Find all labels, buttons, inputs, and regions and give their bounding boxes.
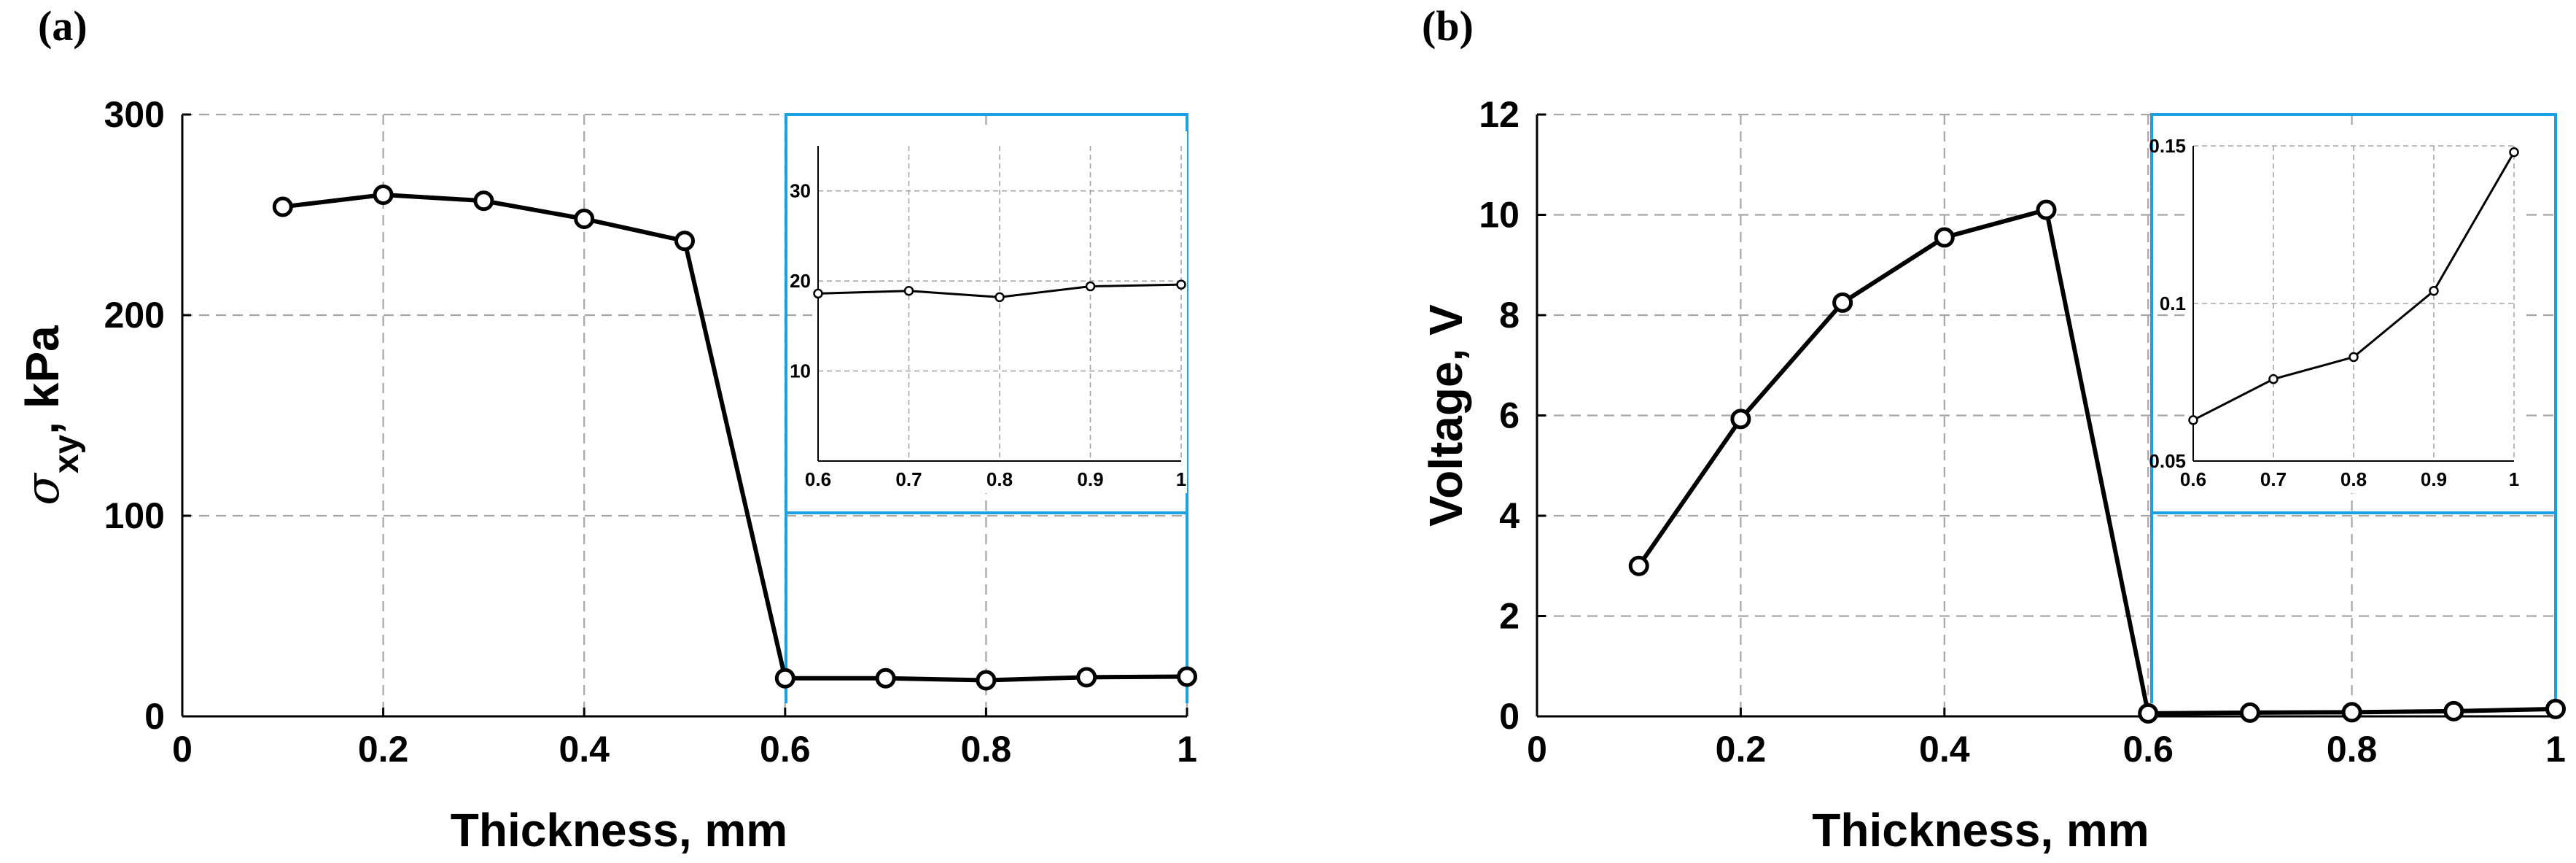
inset-data-point: [1176, 279, 1186, 290]
y-tick-label: 8: [1499, 295, 1519, 336]
y-tick-label: 10: [1479, 195, 1519, 236]
y-tick-label: 0: [1499, 696, 1519, 737]
x-tick-label: 0.8: [2327, 729, 2378, 770]
x-tick-label: 0: [172, 729, 192, 770]
y-tick-label: 100: [104, 495, 165, 536]
y-axis-subscript: xy: [47, 434, 86, 473]
data-point: [2341, 702, 2362, 723]
data-point: [2138, 703, 2159, 724]
y-axis-unit: , kPa: [16, 325, 69, 435]
inset-x-tick-label: 0.9: [1077, 468, 1103, 490]
data-point: [976, 670, 997, 691]
inset-x-tick-label: 0.6: [805, 468, 831, 490]
x-tick-label: 0.6: [760, 729, 811, 770]
inset-y-tick-label: 30: [790, 180, 811, 202]
y-tick-label: 6: [1499, 395, 1519, 436]
data-point: [674, 231, 695, 252]
data-point: [2545, 698, 2566, 719]
panel-label: (b): [1422, 2, 1474, 50]
x-axis-title: Thickness, mm: [451, 804, 787, 856]
y-axis-title: σxy, kPa: [16, 325, 86, 506]
x-tick-label: 0.2: [1716, 729, 1767, 770]
x-tick-label: 0.4: [559, 729, 610, 770]
data-point: [1177, 666, 1197, 687]
inset-data-point: [2268, 374, 2279, 384]
inset-x-tick-label: 0.7: [2260, 468, 2287, 490]
inset-y-tick-label: 20: [790, 270, 811, 292]
inset-x-tick-label: 0.6: [2180, 468, 2206, 490]
inset-chart: 0.6 0.7 0.8 0.9 1 10 20 30: [790, 131, 1187, 493]
series-line: [282, 193, 1188, 683]
data-point: [875, 667, 896, 689]
y-tick-label: 4: [1499, 495, 1519, 536]
data-point: [1628, 555, 1649, 576]
series-sigma_xy: [272, 185, 1197, 691]
y-tick-label: 2: [1499, 596, 1519, 637]
data-point: [2443, 700, 2464, 721]
inset-data-point: [2429, 285, 2439, 296]
y-axis-symbol: σ: [16, 472, 70, 506]
data-point: [574, 209, 595, 229]
data-point: [2036, 199, 2057, 220]
inset-y-tick-label: 0.1: [2160, 293, 2186, 314]
y-axis-title: Voltage, V: [1420, 304, 1472, 527]
inset-data-point: [995, 292, 1005, 303]
series-voltage: [1628, 199, 2566, 724]
data-point: [373, 185, 394, 205]
data-point: [2239, 702, 2260, 723]
inset-x-tick-label: 1: [2509, 468, 2519, 490]
inset-y-tick-label: 10: [790, 360, 811, 382]
inset-x-tick-label: 0.8: [2340, 468, 2367, 490]
inset-chart: 0.6 0.7 0.8 0.9 1 0.05 0.1 0.15: [2149, 131, 2520, 493]
data-point: [1934, 227, 1955, 248]
x-tick-label: 0.2: [358, 729, 409, 770]
y-tick-label: 200: [104, 295, 165, 336]
inset-data-point: [2509, 147, 2519, 158]
zoom-box: [2150, 113, 2557, 514]
x-tick-label: 1: [2545, 729, 2566, 770]
x-tick-label: 0: [1527, 729, 1547, 770]
inset-data-point: [2349, 352, 2359, 363]
inset-y-tick-label: 0.15: [2149, 135, 2186, 157]
inset-x-tick-label: 0.9: [2421, 468, 2447, 490]
inset-y-tick-label: 0.05: [2149, 450, 2186, 472]
y-tick-label: 0: [144, 696, 165, 737]
x-tick-label: 0.4: [1919, 729, 1970, 770]
inset-data-point: [2188, 415, 2198, 425]
inset-x-tick-label: 0.8: [987, 468, 1013, 490]
data-point: [272, 196, 293, 217]
y-tick-label: 12: [1479, 94, 1519, 135]
data-point: [1730, 409, 1751, 430]
x-tick-label: 1: [1177, 729, 1197, 770]
x-tick-label: 0.8: [961, 729, 1012, 770]
x-tick-label: 0.6: [2122, 729, 2174, 770]
inset-x-tick-label: 1: [1176, 468, 1186, 490]
data-point: [1832, 292, 1853, 313]
data-point: [1076, 667, 1097, 688]
inset-data-point: [903, 285, 914, 296]
x-axis-title: Thickness, mm: [1812, 804, 2149, 856]
data-point: [473, 190, 494, 212]
zoom-indicator: [2150, 113, 2557, 703]
inset-data-point: [813, 288, 823, 299]
data-point: [774, 667, 795, 689]
inset-x-tick-label: 0.7: [895, 468, 922, 490]
inset-data-point: [1085, 281, 1096, 292]
series-line: [1637, 207, 2556, 716]
panel-label: (a): [38, 2, 87, 50]
y-tick-label: 300: [104, 94, 165, 135]
